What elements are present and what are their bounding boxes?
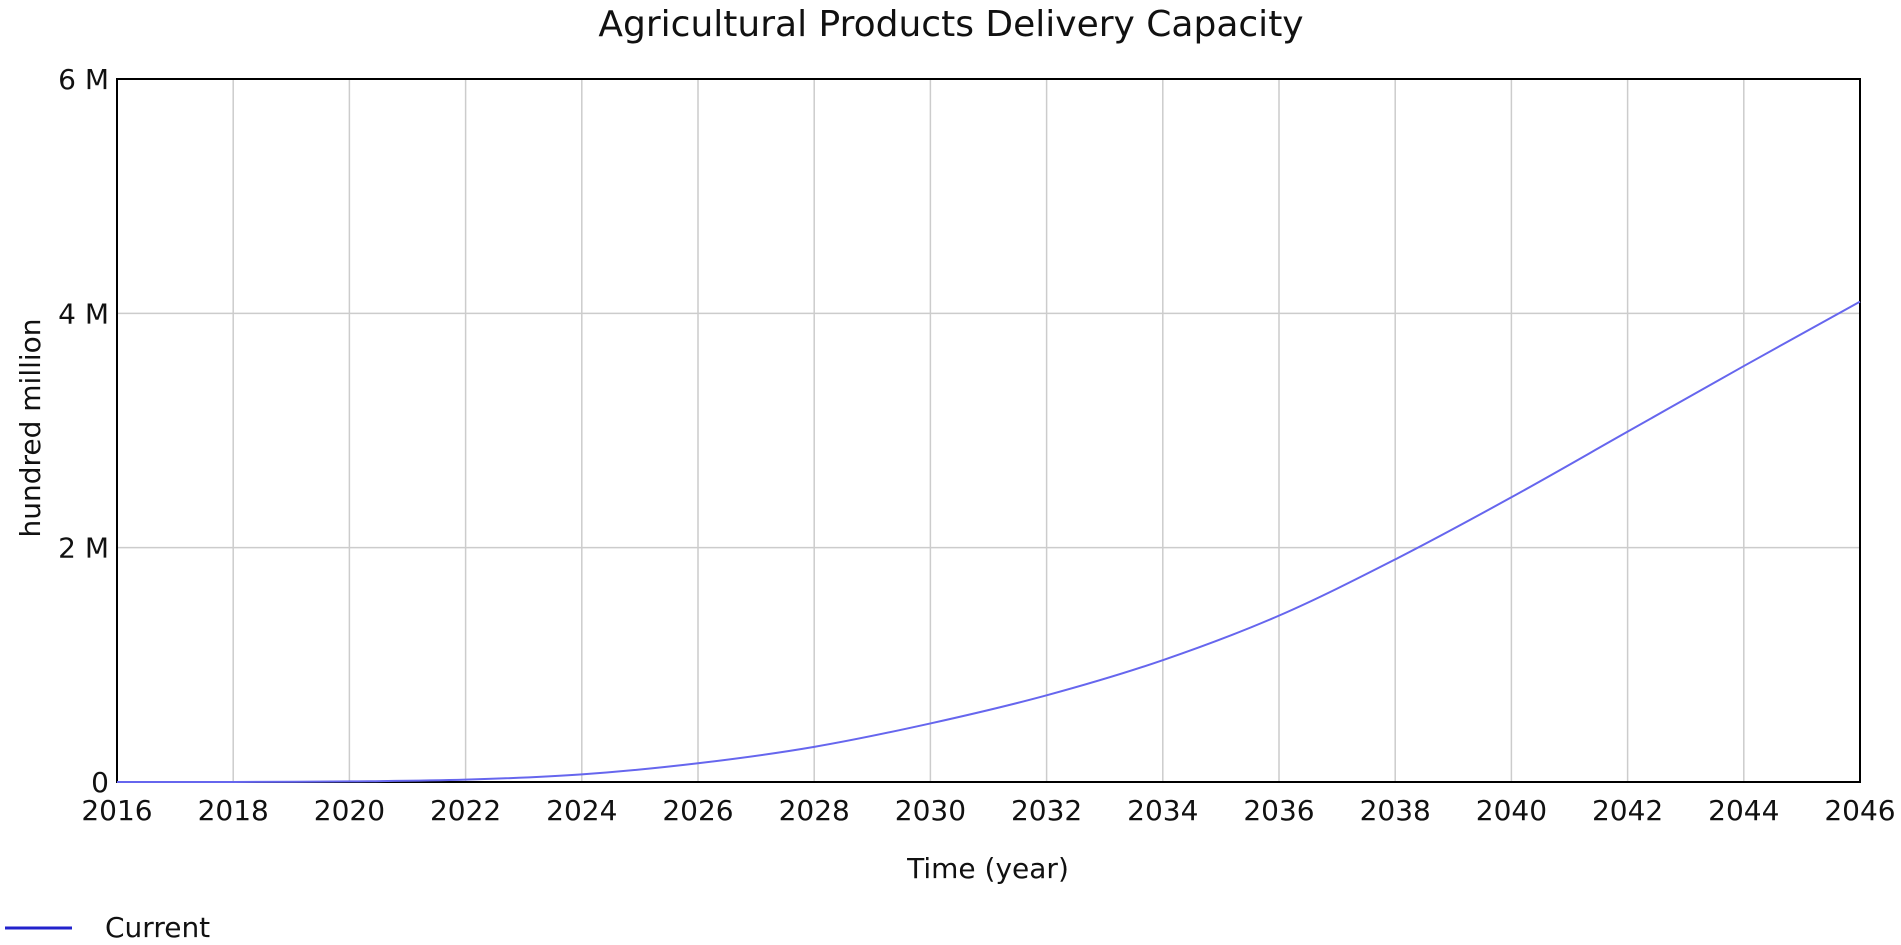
x-tick-label: 2018 [198,794,269,827]
y-tick-label: 2 M [58,532,109,565]
series-line-current [117,300,1861,783]
x-tick-label: 2022 [430,794,501,827]
y-tick-label: 4 M [58,297,109,330]
x-tick-label: 2034 [1127,794,1198,827]
x-tick-label: 2038 [1360,794,1431,827]
grid-lines [117,79,1860,782]
x-tick-label: 2044 [1708,794,1779,827]
x-tick-label: 2020 [314,794,385,827]
legend-label-current: Current [105,911,210,944]
x-axis-ticks: 2016 2018 2020 2022 2024 2026 2028 2030 2032 2034… [81,794,1895,827]
y-tick-label: 6 M [58,63,109,96]
x-axis-label: Time (year) [906,852,1069,885]
chart-title: Agricultural Products Delivery Capacity [598,4,1303,45]
x-tick-label: 2046 [1824,794,1895,827]
x-tick-label: 2026 [662,794,733,827]
x-tick-label: 2032 [1011,794,1082,827]
y-tick-label: 0 [91,766,109,799]
y-axis-ticks: 0 2 M 4 M 6 M [58,63,109,799]
x-tick-label: 2028 [779,794,850,827]
plot-frame [116,78,1861,783]
x-tick-label: 2030 [895,794,966,827]
y-axis-label: hundred million [14,318,47,537]
x-tick-label: 2036 [1243,794,1314,827]
x-tick-label: 2016 [81,794,152,827]
x-tick-label: 2042 [1592,794,1663,827]
legend: Current [5,911,210,944]
x-tick-label: 2040 [1476,794,1547,827]
x-tick-label: 2024 [546,794,617,827]
